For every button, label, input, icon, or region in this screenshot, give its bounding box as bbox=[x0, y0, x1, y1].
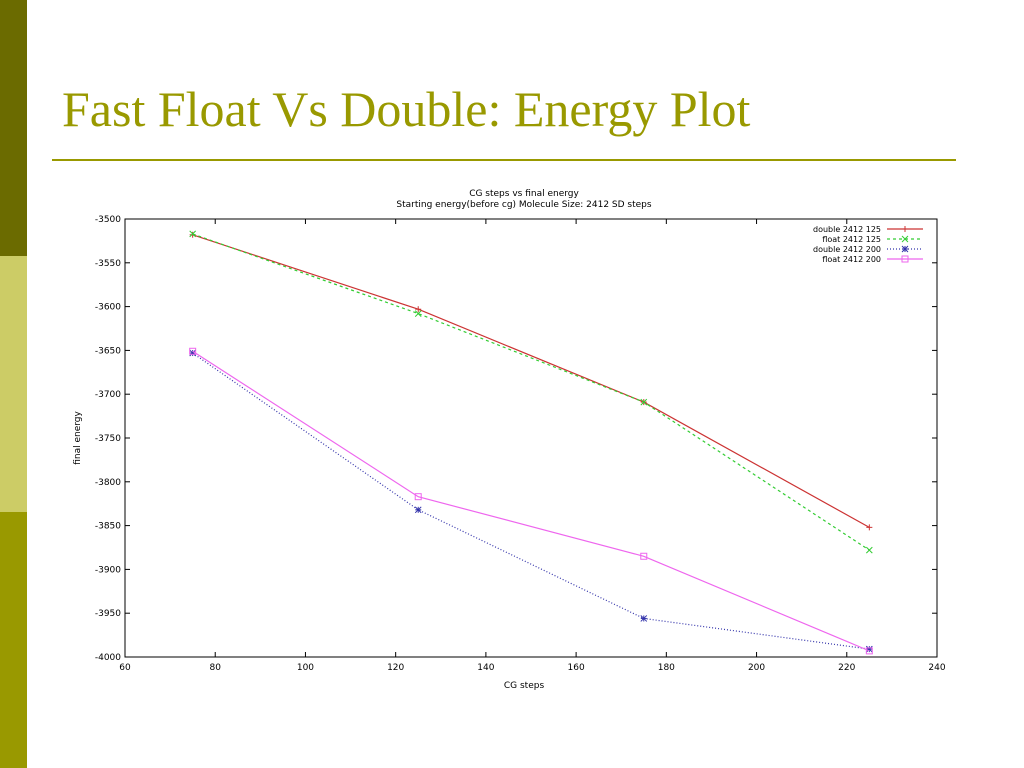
data-point bbox=[865, 645, 873, 653]
data-point bbox=[189, 230, 197, 238]
y-tick-label: -3500 bbox=[95, 215, 121, 225]
legend-label: float 2412 200 bbox=[822, 255, 881, 264]
x-tick-label: 240 bbox=[928, 663, 945, 673]
y-tick-label: -3700 bbox=[95, 390, 121, 400]
data-point bbox=[640, 398, 648, 406]
legend-marker bbox=[901, 245, 909, 253]
data-point bbox=[415, 306, 422, 313]
chart-subtitle: Starting energy(before cg) Molecule Size… bbox=[396, 200, 651, 210]
x-axis-label: CG steps bbox=[504, 681, 545, 690]
x-tick-label: 140 bbox=[477, 663, 494, 673]
legend-marker bbox=[901, 235, 909, 243]
energy-chart: CG steps vs final energy Starting energy… bbox=[58, 180, 958, 690]
data-point bbox=[865, 546, 873, 554]
x-tick-label: 120 bbox=[387, 663, 404, 673]
y-tick-label: -3950 bbox=[95, 609, 121, 619]
side-bar-bottom bbox=[0, 512, 27, 768]
data-point bbox=[865, 647, 873, 655]
side-bar-top bbox=[0, 0, 27, 256]
data-point bbox=[414, 493, 422, 501]
data-point bbox=[866, 524, 873, 531]
data-point bbox=[414, 506, 422, 514]
x-tick-label: 200 bbox=[748, 663, 765, 673]
x-tick-label: 180 bbox=[658, 663, 675, 673]
y-tick-label: -3550 bbox=[95, 259, 121, 269]
x-tick-label: 60 bbox=[119, 663, 131, 673]
series-line bbox=[192, 234, 870, 528]
series-layer bbox=[189, 230, 873, 655]
y-tick-label: -3800 bbox=[95, 478, 121, 488]
y-tick-label: -3850 bbox=[95, 522, 121, 532]
legend-label: float 2412 125 bbox=[822, 235, 881, 244]
title-divider bbox=[52, 159, 956, 161]
y-tick-label: -3650 bbox=[95, 346, 121, 356]
data-point bbox=[640, 552, 648, 560]
chart-background bbox=[58, 180, 958, 690]
y-tick-label: -3600 bbox=[95, 303, 121, 313]
x-tick-label: 160 bbox=[568, 663, 585, 673]
slide-title: Fast Float Vs Double: Energy Plot bbox=[62, 81, 751, 137]
series-line bbox=[192, 352, 870, 650]
y-tick-label: -3900 bbox=[95, 565, 121, 575]
side-bar-middle bbox=[0, 256, 27, 512]
y-tick-label: -3750 bbox=[95, 434, 121, 444]
y-tick-label: -4000 bbox=[95, 653, 121, 663]
data-point bbox=[414, 310, 422, 317]
legend-marker bbox=[902, 226, 908, 232]
data-point bbox=[189, 347, 197, 355]
series-line bbox=[192, 350, 870, 652]
x-tick-label: 100 bbox=[297, 663, 314, 673]
y-axis-label: final energy bbox=[73, 411, 83, 465]
x-tick-label: 220 bbox=[838, 663, 855, 673]
series-line bbox=[192, 233, 870, 551]
data-point bbox=[640, 615, 648, 622]
legend-marker bbox=[901, 255, 909, 263]
axes: 60 80 100 120 140 160 180 200 220 240 -3500 -3550 -3… bbox=[95, 215, 946, 673]
legend-label: double 2412 125 bbox=[813, 225, 881, 234]
x-tick-label: 80 bbox=[209, 663, 221, 673]
chart-title: CG steps vs final energy bbox=[469, 189, 579, 199]
legend-label: double 2412 200 bbox=[813, 245, 881, 254]
